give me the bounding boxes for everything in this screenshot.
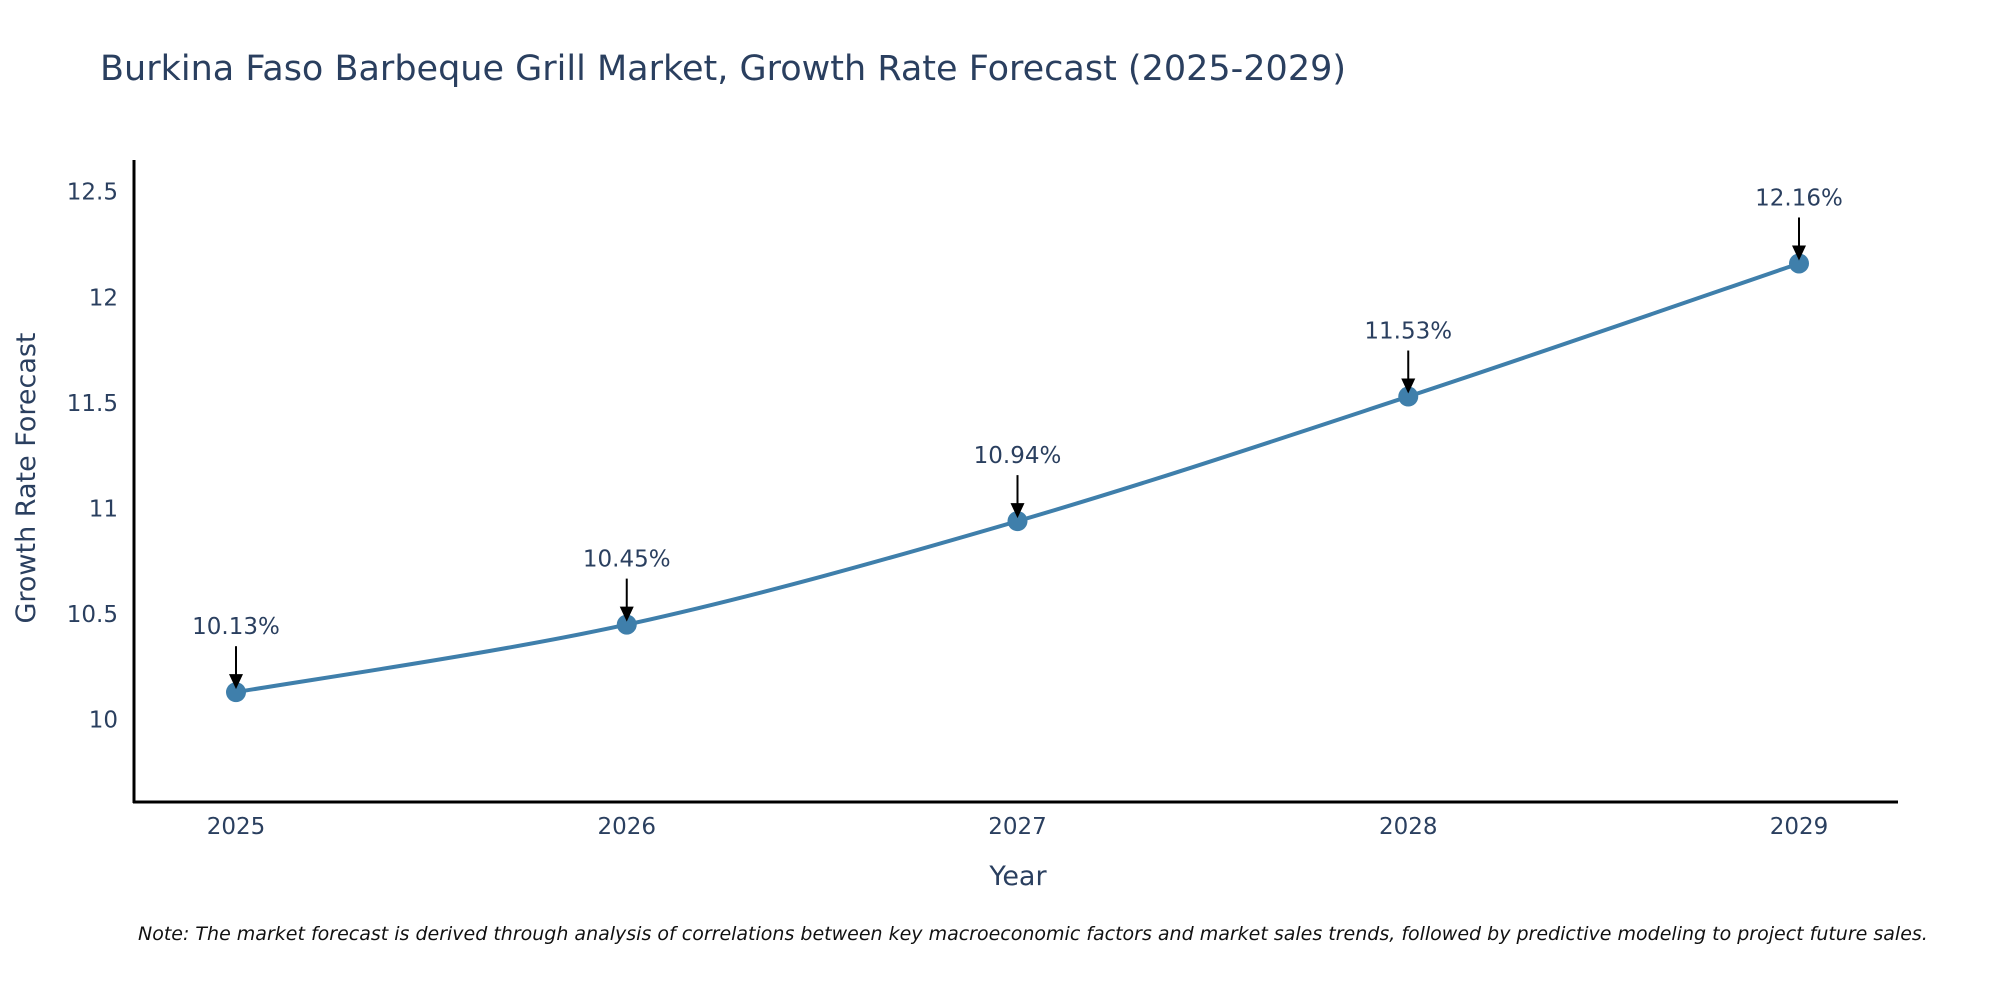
annotation-arrowhead [619, 606, 634, 622]
x-axis-title: Year [988, 861, 1047, 892]
data-point-marker [1789, 253, 1809, 274]
y-tick-label: 12 [89, 285, 118, 311]
y-axis-ticks: 10 10.5 11 11.5 12 12.5 [67, 180, 118, 734]
x-tick-label: 2025 [207, 814, 266, 840]
annotation-arrowhead [1401, 378, 1416, 394]
y-tick-label: 10 [89, 708, 118, 734]
data-label: 10.45% [583, 547, 671, 573]
y-tick-label: 11 [89, 496, 118, 522]
footnote: Note: The market forecast is derived thr… [138, 923, 1928, 945]
series-layer [226, 253, 1809, 703]
annotation-arrowhead [1792, 245, 1806, 261]
data-label: 10.13% [192, 614, 280, 640]
data-point-marker [1398, 386, 1419, 407]
x-tick-label: 2028 [1379, 814, 1438, 840]
data-label: 10.94% [974, 443, 1062, 469]
annotation-layer: 10.13% 10.45% 10.94% 11.53% 12.16% [192, 185, 1843, 690]
x-tick-label: 2026 [597, 814, 656, 840]
data-point-marker [1007, 511, 1028, 532]
x-axis-ticks: 2025 2026 2027 2028 2029 [207, 814, 1829, 840]
data-label: 12.16% [1755, 185, 1843, 211]
y-tick-label: 12.5 [67, 180, 118, 206]
chart-title: Burkina Faso Barbeque Grill Market, Grow… [100, 49, 1346, 89]
x-tick-label: 2027 [988, 814, 1047, 840]
x-tick-label: 2029 [1770, 814, 1829, 840]
data-label: 11.53% [1364, 319, 1452, 345]
data-point-marker [616, 614, 637, 635]
annotation-arrowhead [229, 674, 243, 690]
data-point-marker [226, 682, 246, 703]
y-tick-label: 10.5 [67, 602, 118, 628]
y-axis-title: Growth Rate Forecast [11, 332, 42, 623]
y-tick-label: 11.5 [67, 391, 118, 417]
annotation-arrowhead [1010, 503, 1025, 519]
